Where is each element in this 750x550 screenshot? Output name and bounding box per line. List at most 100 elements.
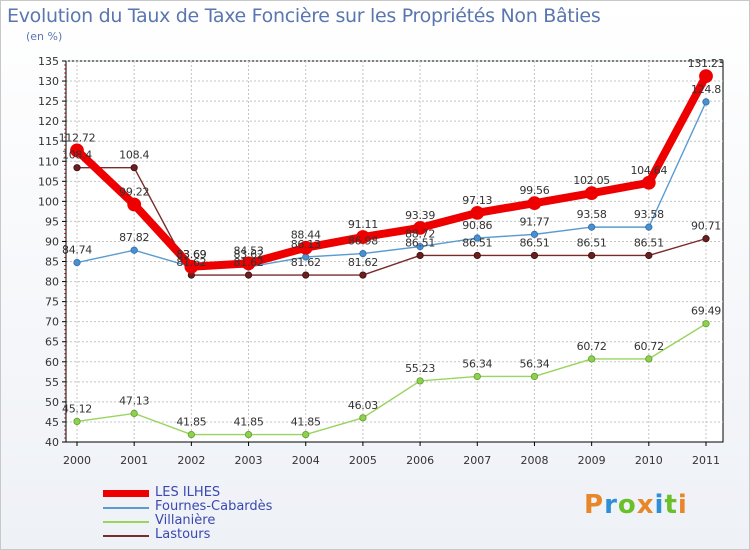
data-point (702, 320, 710, 328)
data-point (527, 196, 542, 211)
data-point (473, 234, 481, 242)
data-point (702, 235, 710, 243)
series-line-2 (76, 323, 707, 436)
data-point (70, 143, 84, 158)
data-point (530, 230, 539, 238)
unit-label: (en %) (26, 30, 63, 43)
data-point (702, 98, 710, 106)
y-tick-label: 65 (45, 336, 59, 349)
data-label: 99.56 (519, 184, 549, 197)
data-point (244, 430, 253, 439)
x-tick-label: 2006 (406, 454, 434, 467)
data-label: 99.22 (119, 185, 149, 198)
y-tick-label: 115 (38, 135, 59, 148)
y-tick-label: 70 (45, 316, 59, 329)
y-tick-label: 80 (45, 276, 59, 289)
data-label: 60.72 (634, 340, 664, 353)
legend-label-lastours: Lastours (155, 527, 211, 542)
chart-title: Evolution du Taux de Taxe Foncière sur l… (7, 5, 601, 27)
y-tick-label: 95 (45, 215, 59, 228)
data-label: 84.53 (234, 244, 264, 257)
data-label: 55.23 (405, 362, 435, 375)
logo-letter: t (664, 490, 678, 520)
data-point (298, 240, 313, 255)
x-tick-label: 2005 (349, 454, 377, 467)
data-label: 41.85 (291, 416, 321, 429)
x-tick-label: 2010 (635, 454, 663, 467)
data-point (416, 377, 424, 385)
data-label: 86.98 (348, 235, 378, 248)
data-label: 86.51 (577, 236, 607, 249)
data-label: 83.69 (176, 248, 206, 261)
logo-letter: r (604, 490, 618, 520)
data-label: 86.51 (634, 236, 664, 249)
data-label: 97.13 (462, 194, 492, 207)
x-tick-label: 2000 (63, 454, 91, 467)
logo-letter: x (636, 490, 655, 520)
data-point (359, 249, 367, 258)
data-label: 91.11 (348, 218, 378, 231)
legend-swatch-fournes-cabardes (103, 507, 149, 509)
data-label: 45.12 (62, 402, 92, 415)
data-point (584, 186, 599, 201)
data-label: 93.58 (577, 208, 607, 221)
data-label: 41.85 (176, 416, 206, 429)
data-label: 108.4 (119, 149, 149, 162)
x-tick-label: 2007 (463, 454, 491, 467)
y-tick-label: 75 (45, 296, 59, 309)
data-point (73, 258, 81, 267)
plot-area (65, 60, 724, 443)
series-line-0 (73, 72, 710, 271)
data-label: 112.72 (59, 131, 96, 144)
data-point (73, 417, 81, 426)
data-label: 87.82 (119, 231, 149, 244)
y-tick-label: 90 (45, 235, 59, 248)
y-tick-label: 120 (38, 115, 59, 128)
data-label: 88.44 (291, 229, 321, 242)
data-label: 93.39 (405, 209, 435, 222)
logo-letter: o (617, 490, 637, 520)
legend-label-fournes-cabardes: Fournes-Cabardès (155, 499, 273, 514)
data-point (127, 197, 142, 212)
data-label: 60.72 (577, 340, 607, 353)
y-tick-label: 40 (45, 436, 59, 449)
data-point (241, 256, 256, 271)
data-point (641, 175, 656, 190)
data-point (588, 355, 596, 363)
data-point (588, 223, 596, 231)
y-tick-label: 50 (45, 396, 59, 409)
proxiti-logo: Proxiti (584, 490, 688, 520)
data-point (130, 246, 138, 254)
data-point (588, 251, 596, 260)
data-point (473, 251, 481, 260)
y-tick-label: 55 (45, 376, 59, 389)
y-tick-label: 130 (38, 75, 59, 88)
data-point (416, 243, 424, 251)
data-point (359, 414, 367, 422)
data-label: 131.23 (688, 57, 725, 70)
x-tick-label: 2003 (235, 454, 263, 467)
data-label: 41.85 (234, 416, 264, 429)
data-point (130, 409, 138, 418)
x-tick-label: 2001 (120, 454, 148, 467)
data-point (302, 271, 310, 279)
data-point (530, 251, 539, 260)
x-tick-label: 2002 (177, 454, 205, 467)
data-label: 46.03 (348, 399, 378, 412)
y-tick-label: 105 (38, 175, 59, 188)
y-tick-label: 60 (45, 356, 59, 369)
data-label: 81.62 (176, 256, 206, 269)
data-point (359, 271, 367, 279)
legend-swatch-lastours (103, 535, 149, 537)
y-tick-label: 110 (38, 155, 59, 168)
x-tick-label: 2004 (292, 454, 320, 467)
data-point (530, 372, 539, 381)
legend-swatch-villaniere (103, 521, 149, 523)
logo-letter: i (654, 490, 665, 520)
logo-letter: i (677, 490, 688, 520)
data-label: 124.8 (691, 83, 721, 96)
y-tick-label: 135 (38, 55, 59, 68)
logo-letter: P (584, 490, 605, 520)
data-point (356, 230, 370, 244)
